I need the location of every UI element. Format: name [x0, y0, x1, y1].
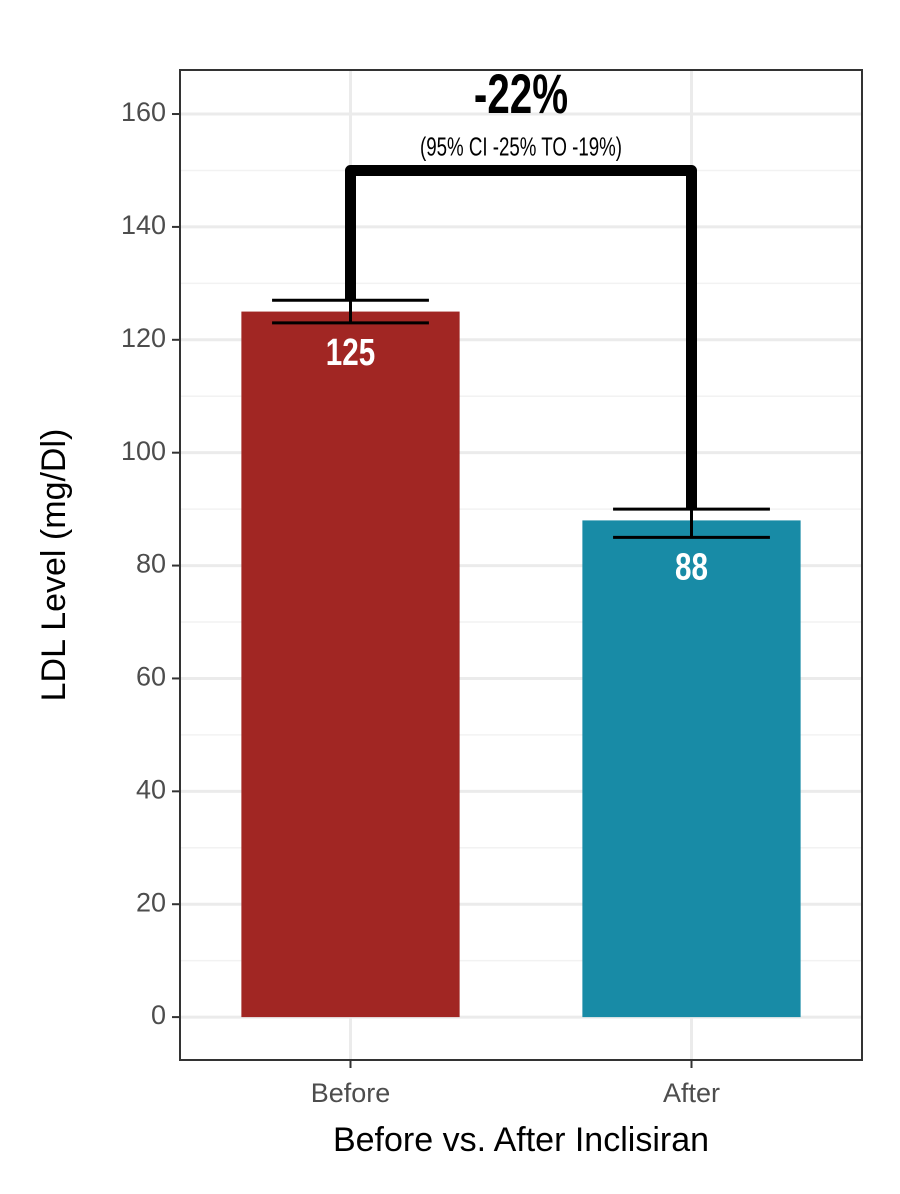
bar: [241, 311, 460, 1018]
x-axis-title: Before vs. After Inclisiran: [333, 1121, 709, 1159]
y-tick-label: 0: [151, 1000, 166, 1030]
annotation-subtitle: (95% CI -25% TO -19%): [420, 131, 622, 161]
x-tick-label: After: [663, 1078, 720, 1108]
y-tick-label: 80: [136, 549, 166, 579]
bracket: [345, 164, 697, 510]
y-tick-label: 60: [136, 662, 166, 692]
y-tick-label: 20: [136, 887, 166, 917]
x-tick-label: Before: [311, 1078, 391, 1108]
y-tick-label: 120: [121, 323, 166, 353]
y-tick-label: 160: [121, 97, 166, 127]
y-tick-label: 100: [121, 436, 166, 466]
data-label: 88: [675, 546, 708, 588]
bar: [582, 520, 801, 1018]
annotation-title: -22%: [474, 64, 568, 126]
panel-border: [179, 69, 863, 1061]
y-tick-label: 140: [121, 210, 166, 240]
data-label: 125: [326, 331, 375, 373]
y-tick-label: 40: [136, 774, 166, 804]
y-axis-title: LDL Level (mg/Dl): [35, 429, 73, 702]
